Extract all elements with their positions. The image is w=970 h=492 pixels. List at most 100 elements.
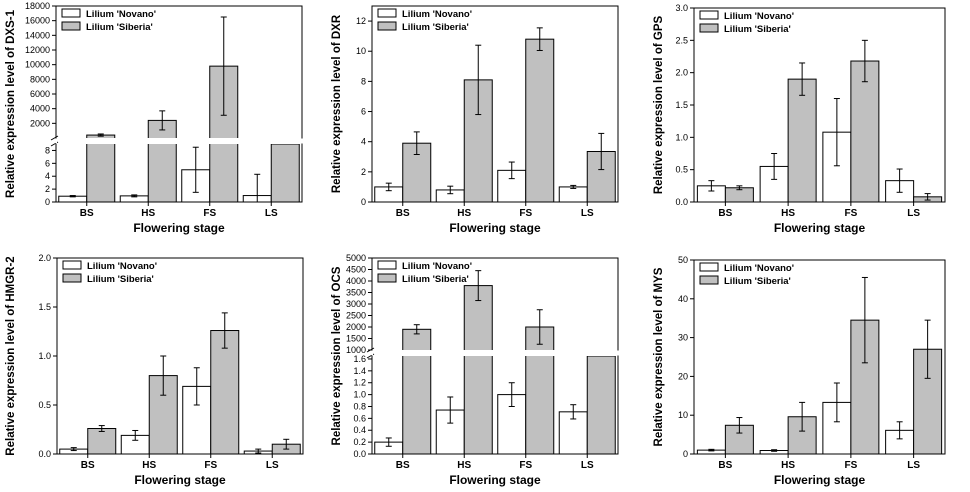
plot-frame <box>55 5 303 203</box>
y-axis-label: Relative expression level of DXR <box>331 14 343 193</box>
y-tick-label: 12000 <box>25 45 50 55</box>
x-tick-label-fs: FS <box>519 208 532 219</box>
y-tick-label: 0 <box>45 197 50 207</box>
x-tick-label-fs: FS <box>204 460 217 471</box>
x-tick-label-bs: BS <box>396 460 410 471</box>
y-tick-label: 18000 <box>25 1 50 11</box>
bar-hs-siberia <box>147 119 177 203</box>
bar-ls-siberia <box>586 355 616 455</box>
y-tick-label: 4 <box>361 137 366 147</box>
axis-break-band <box>50 138 302 144</box>
y-tick-label: 2000 <box>30 118 50 128</box>
y-tick-label: 3.0 <box>675 3 688 13</box>
bar-ls-novano <box>558 186 588 203</box>
plot-frame <box>371 5 619 203</box>
axis-break-gap-right <box>617 350 619 356</box>
y-tick-label: 0.5 <box>675 165 688 175</box>
bar-ls-siberia <box>270 143 300 203</box>
legend-swatch-siberia <box>377 273 397 283</box>
y-tick-label: 0.2 <box>353 437 366 447</box>
x-tick-label-ls: LS <box>581 208 594 219</box>
y-axis-label: Relative expression level of OCS <box>331 266 343 445</box>
y-tick-label: 1500 <box>346 334 366 344</box>
y-tick-label: 0.0 <box>675 197 688 207</box>
y-tick-label: 1.0 <box>353 390 366 400</box>
y-tick-label: 2500 <box>346 311 366 321</box>
legend-swatch-siberia <box>62 273 82 283</box>
y-tick-label: 16000 <box>25 16 50 26</box>
legend-label-novano: Lilium 'Novano' <box>724 263 794 274</box>
y-tick-label: 0.0 <box>353 449 366 459</box>
y-tick-label: 8 <box>45 145 50 155</box>
y-tick-label: 2.0 <box>675 68 688 78</box>
bar-hs-siberia <box>787 78 817 203</box>
plot-frame <box>693 7 946 203</box>
legend-swatch-siberia <box>377 21 397 31</box>
y-tick-label: 2000 <box>346 322 366 332</box>
legend-label-siberia: Lilium 'Siberia' <box>86 22 153 33</box>
y-axis-label: Relative expression level of GPS <box>653 16 665 195</box>
y-tick-label: 2.5 <box>675 35 688 45</box>
y-tick-label: 20 <box>678 371 688 381</box>
panel-gps: BS HS FS LS 0.0 0.5 1.0 1.5 2.0 2.5 3.0 Flowering s… <box>653 3 946 235</box>
y-tick-label: 0 <box>683 449 688 459</box>
legend-swatch-novano <box>61 8 81 18</box>
panel-dxs-1: BS HS FS LS 0 2 4 6 8 2000 4000 6000 8000 10000 12000 1… <box>5 1 303 235</box>
y-tick-label: 1.2 <box>353 378 366 388</box>
y-tick-label: 12 <box>356 16 366 26</box>
x-tick-label-bs: BS <box>80 208 94 219</box>
x-tick-label-bs: BS <box>81 460 95 471</box>
panel-hmgr-2: BS HS FS LS 0.0 0.5 1.0 1.5 2.0 Flowering stage Re… <box>5 253 304 487</box>
y-tick-label: 2 <box>45 184 50 194</box>
y-tick-label: 4 <box>45 171 50 181</box>
y-axis-label: Relative expression level of MYS <box>653 267 665 446</box>
plot-frame <box>371 257 619 455</box>
y-tick-label: 3500 <box>346 288 366 298</box>
y-tick-label: 2 <box>361 167 366 177</box>
legend-swatch-novano <box>62 260 82 270</box>
legend-label-novano: Lilium 'Novano' <box>724 11 794 22</box>
y-tick-label: 8000 <box>30 74 50 84</box>
bar-fs-siberia <box>210 330 240 455</box>
x-tick-label-hs: HS <box>781 208 795 219</box>
y-tick-label: 6 <box>45 158 50 168</box>
y-tick-label: 4000 <box>30 104 50 114</box>
x-tick-label-fs: FS <box>519 460 532 471</box>
y-tick-label: 4500 <box>346 265 366 275</box>
y-tick-label: 10000 <box>25 60 50 70</box>
x-tick-label-ls: LS <box>266 460 279 471</box>
y-tick-label: 1.6 <box>353 354 366 364</box>
y-tick-label: 1000 <box>346 345 366 355</box>
y-tick-label: 1.0 <box>38 351 51 361</box>
x-tick-label-ls: LS <box>907 460 920 471</box>
legend-swatch-novano <box>377 8 397 18</box>
y-tick-label: 6000 <box>30 89 50 99</box>
x-tick-label-bs: BS <box>396 208 410 219</box>
x-tick-label-ls: LS <box>907 208 920 219</box>
y-tick-label: 10 <box>678 410 688 420</box>
y-tick-label: 5000 <box>346 253 366 263</box>
bar-fs-siberia <box>525 38 555 203</box>
y-axis-label: Relative expression level of DXS-1 <box>5 9 17 198</box>
y-tick-label: 0.6 <box>353 413 366 423</box>
plot-frame <box>693 259 946 455</box>
y-tick-label: 50 <box>678 255 688 265</box>
plot-frame <box>56 257 304 455</box>
y-tick-label: 40 <box>678 294 688 304</box>
panel-mys: BS HS FS LS 0 10 20 30 40 50 Flowering stage Relati… <box>653 255 946 487</box>
y-tick-label: 1.5 <box>38 302 51 312</box>
x-tick-label-bs: BS <box>718 460 732 471</box>
legend-swatch-novano <box>377 260 397 270</box>
x-tick-label-hs: HS <box>142 460 156 471</box>
x-tick-label-fs: FS <box>844 460 857 471</box>
x-tick-label-fs: FS <box>844 208 857 219</box>
y-tick-label: 0.8 <box>353 401 366 411</box>
y-tick-label: 30 <box>678 333 688 343</box>
y-tick-label: 10 <box>356 46 366 56</box>
x-axis-label: Flowering stage <box>449 221 541 235</box>
legend-label-siberia: Lilium 'Siberia' <box>402 274 469 285</box>
y-tick-label: 0.0 <box>38 449 51 459</box>
legend-label-siberia: Lilium 'Siberia' <box>87 274 154 285</box>
y-axis-label: Relative expression level of HMGR-2 <box>5 256 17 455</box>
y-tick-label: 3000 <box>346 299 366 309</box>
